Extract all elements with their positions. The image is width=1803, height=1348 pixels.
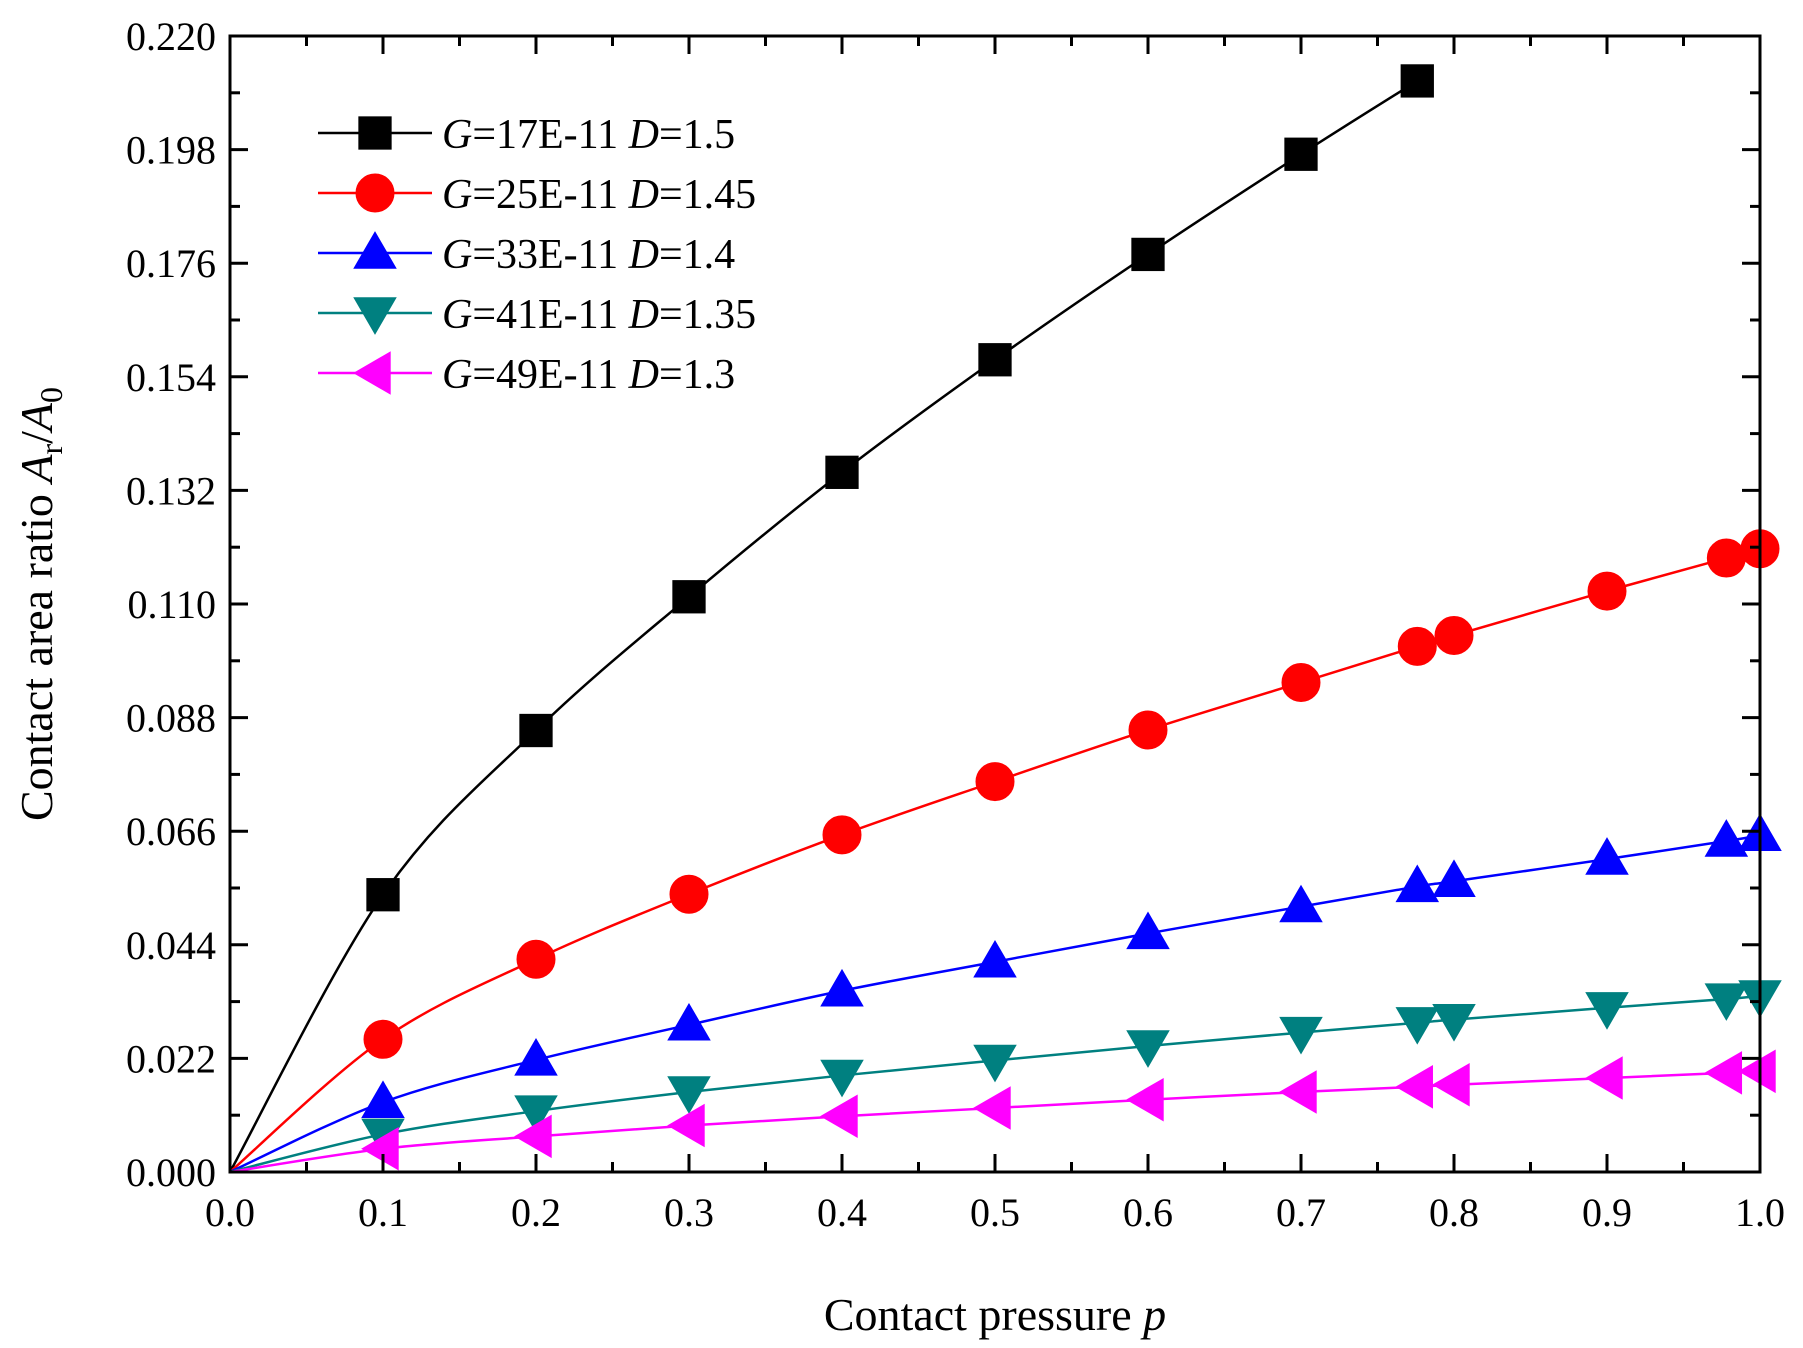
x-tick-label: 0.7 — [1276, 1190, 1326, 1235]
data-point-series-2 — [975, 762, 1015, 802]
data-point-series-1 — [1284, 137, 1318, 171]
data-point-series-2 — [669, 874, 709, 914]
data-point-series-3 — [1432, 859, 1476, 897]
x-tick-label: 0.4 — [817, 1190, 867, 1235]
data-point-series-2 — [363, 1019, 403, 1059]
y-tick-label: 0.154 — [126, 355, 216, 400]
y-tick-label: 0.044 — [126, 923, 216, 968]
x-tick-label: 0.5 — [970, 1190, 1020, 1235]
data-point-series-2 — [1587, 571, 1627, 611]
legend: G=17E-11 D=1.5 G=25E-11 D=1.45 G=33E-11 D=… — [318, 112, 756, 398]
x-tick-label: 0.8 — [1429, 1190, 1479, 1235]
data-point-series-2 — [516, 939, 556, 979]
data-point-series-5 — [1279, 1070, 1317, 1114]
y-tick-label: 0.132 — [126, 468, 216, 513]
data-point-series-1 — [366, 878, 400, 912]
data-point-series-2 — [1281, 662, 1321, 702]
data-point-series-2 — [822, 815, 862, 855]
y-tick-label: 0.088 — [126, 696, 216, 741]
legend-label: G=33E-11 D=1.4 — [442, 232, 735, 278]
data-point-series-5 — [1395, 1065, 1433, 1109]
data-point-series-4 — [1126, 1030, 1170, 1068]
data-point-series-5 — [973, 1086, 1011, 1130]
y-tick-label: 0.110 — [127, 582, 216, 627]
y-tick-label: 0.198 — [126, 128, 216, 173]
data-point-series-2 — [1397, 626, 1437, 666]
series-line-2 — [229, 547, 1761, 1173]
data-point-series-3 — [973, 939, 1017, 978]
legend-item-4: G=41E-11 D=1.35 — [318, 292, 756, 338]
data-point-series-1 — [1131, 237, 1165, 272]
data-point-series-1 — [1400, 64, 1434, 98]
data-point-series-1 — [825, 455, 859, 489]
data-point-series-5 — [1738, 1049, 1776, 1094]
legend-label: G=41E-11 D=1.35 — [442, 292, 756, 338]
x-tick-label: 0.2 — [511, 1190, 561, 1235]
legend-item-3: G=33E-11 D=1.4 — [318, 231, 735, 278]
data-point-series-3 — [514, 1038, 558, 1076]
data-point-series-2 — [1434, 615, 1474, 655]
data-point-series-1 — [672, 580, 706, 614]
legend-item-1: G=17E-11 D=1.5 — [318, 112, 735, 158]
data-point-series-3 — [1704, 819, 1749, 857]
x-tick-label: 1.0 — [1735, 1190, 1785, 1235]
data-point-series-3 — [1279, 884, 1323, 923]
data-point-series-5 — [1126, 1077, 1164, 1122]
y-tick-label: 0.176 — [126, 241, 216, 286]
y-tick-label: 0.066 — [126, 809, 216, 854]
data-point-series-2 — [1128, 710, 1168, 750]
legend-marker — [353, 351, 391, 395]
data-point-series-5 — [820, 1094, 858, 1138]
data-point-series-4 — [667, 1076, 711, 1114]
data-point-series-4 — [1279, 1016, 1323, 1055]
x-tick-label: 0.0 — [205, 1190, 255, 1235]
legend-marker — [353, 231, 397, 269]
data-point-series-3 — [1395, 864, 1440, 903]
data-point-series-3 — [667, 1002, 711, 1041]
data-point-series-4 — [514, 1095, 558, 1133]
x-tick-label: 0.9 — [1582, 1190, 1632, 1235]
data-point-series-3 — [1126, 911, 1170, 950]
data-point-series-5 — [1432, 1062, 1470, 1107]
data-point-series-4 — [1704, 983, 1749, 1021]
data-point-series-4 — [1585, 992, 1629, 1030]
legend-marker — [355, 173, 395, 213]
x-tick-label: 0.1 — [358, 1190, 408, 1235]
x-axis-label: Contact pressure p — [824, 1289, 1166, 1340]
legend-label: G=25E-11 D=1.45 — [442, 172, 756, 218]
axis-ticks — [228, 34, 1762, 1174]
data-point-series-1 — [519, 713, 553, 748]
data-point-series-4 — [973, 1044, 1017, 1083]
data-point-series-5 — [1585, 1056, 1623, 1100]
data-point-series-2 — [1706, 538, 1746, 578]
legend-item-2: G=25E-11 D=1.45 — [318, 172, 756, 218]
legend-label: G=49E-11 D=1.3 — [442, 352, 735, 398]
data-point-series-5 — [514, 1114, 552, 1159]
x-tick-label: 0.6 — [1123, 1190, 1173, 1235]
y-axis-label: Contact area ratio Ar/A0 — [11, 387, 69, 821]
data-point-series-5 — [667, 1103, 705, 1148]
data-point-series-4 — [1395, 1007, 1440, 1045]
data-point-series-3 — [361, 1080, 405, 1118]
legend-label: G=17E-11 D=1.5 — [442, 112, 735, 158]
y-tick-label: 0.220 — [126, 14, 216, 59]
data-point-series-4 — [820, 1059, 864, 1098]
data-point-series-1 — [978, 343, 1012, 377]
axis-tick-labels: 0.0 0.1 0.2 0.3 0.4 0.5 0.6 0.7 0.8 0.9 1.0 0.000 0.… — [126, 14, 1785, 1235]
data-point-series-5 — [361, 1126, 399, 1171]
data-point-series-3 — [820, 968, 864, 1007]
y-tick-label: 0.000 — [126, 1150, 216, 1195]
x-tick-label: 0.3 — [664, 1190, 714, 1235]
y-tick-label: 0.022 — [126, 1036, 216, 1081]
series-line-1 — [228, 79, 1418, 1173]
legend-marker — [353, 297, 397, 335]
legend-item-5: G=49E-11 D=1.3 — [318, 351, 735, 398]
series-line-4 — [229, 994, 1761, 1174]
data-point-series-4 — [1432, 1003, 1476, 1042]
legend-marker — [358, 116, 392, 150]
data-point-series-3 — [1585, 837, 1629, 875]
